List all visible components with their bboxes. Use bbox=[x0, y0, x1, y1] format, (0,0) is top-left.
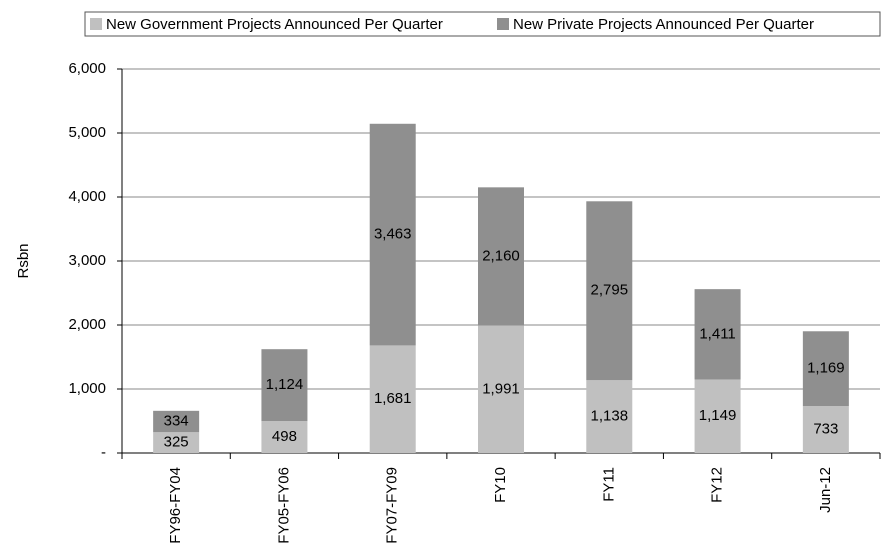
bar-segment bbox=[369, 345, 416, 453]
data-label: 498 bbox=[272, 428, 297, 445]
bar-segment bbox=[478, 187, 524, 326]
bar-segment bbox=[694, 379, 741, 453]
legend-label: New Government Projects Announced Per Qu… bbox=[106, 16, 443, 33]
y-tick-label: 2,000 bbox=[68, 316, 106, 333]
bar-segment bbox=[153, 432, 200, 453]
bar-segment bbox=[586, 380, 633, 453]
bar-segment bbox=[369, 123, 416, 346]
x-tick-label: FY11 bbox=[600, 467, 617, 502]
data-label: 1,138 bbox=[591, 408, 629, 425]
data-label: 1,124 bbox=[266, 376, 304, 393]
bar-segment bbox=[261, 349, 308, 422]
legend-swatch bbox=[90, 18, 102, 30]
data-label: 3,463 bbox=[374, 226, 412, 243]
legend-label: New Private Projects Announced Per Quart… bbox=[513, 16, 814, 33]
bar-segment bbox=[478, 325, 524, 453]
legend-swatch bbox=[497, 18, 509, 30]
bar-segment bbox=[153, 410, 200, 433]
y-tick-label: 5,000 bbox=[68, 124, 106, 141]
data-label: 2,795 bbox=[591, 282, 629, 299]
x-tick-label: FY12 bbox=[709, 467, 726, 503]
bar-segment bbox=[802, 331, 849, 407]
y-tick-label: 1,000 bbox=[68, 380, 106, 397]
x-tick-label: FY07-FY09 bbox=[384, 467, 401, 544]
data-label: 1,991 bbox=[482, 380, 520, 397]
y-tick-label: - bbox=[101, 444, 106, 461]
bar-segment bbox=[261, 421, 308, 453]
y-tick-label: 4,000 bbox=[68, 188, 106, 205]
data-label: 2,160 bbox=[482, 247, 520, 264]
bar-segment bbox=[802, 406, 849, 453]
x-tick-label: FY10 bbox=[492, 467, 509, 503]
x-tick-label: FY05-FY06 bbox=[275, 467, 292, 544]
data-label: 1,411 bbox=[699, 325, 735, 342]
y-tick-label: 3,000 bbox=[68, 252, 106, 269]
bar-segment bbox=[694, 289, 741, 380]
x-tick-label: FY96-FY04 bbox=[167, 467, 184, 544]
data-label: 733 bbox=[813, 421, 838, 438]
data-label: 1,169 bbox=[807, 360, 845, 377]
data-label: 325 bbox=[164, 434, 189, 451]
data-label: 1,681 bbox=[374, 390, 412, 407]
x-tick-label: Jun-12 bbox=[817, 467, 834, 513]
data-label: 334 bbox=[164, 412, 189, 429]
y-tick-label: 6,000 bbox=[68, 60, 106, 77]
data-label: 1,149 bbox=[699, 407, 737, 424]
legend-box bbox=[84, 11, 881, 37]
y-axis-label: Rsbn bbox=[15, 243, 32, 278]
bar-segment bbox=[586, 201, 633, 381]
